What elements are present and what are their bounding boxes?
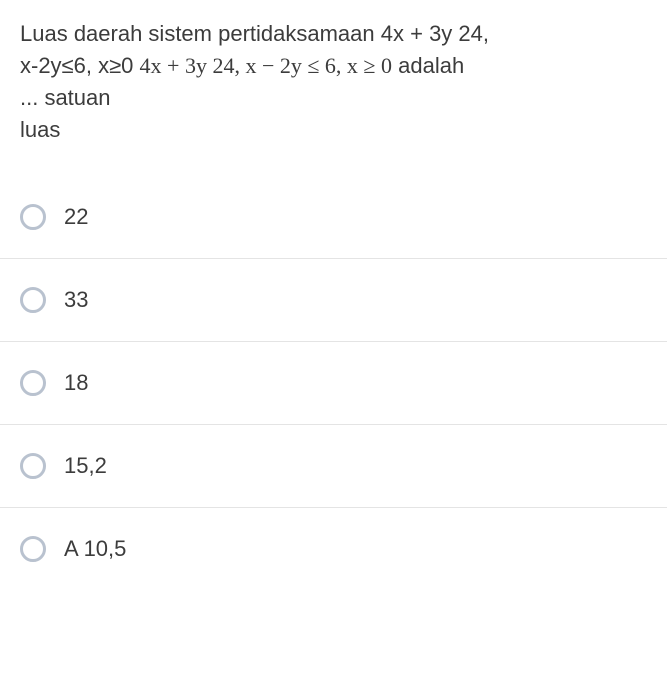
radio-icon[interactable] bbox=[20, 370, 46, 396]
question-line2b: adalah bbox=[392, 53, 464, 78]
option-label: 15,2 bbox=[64, 453, 107, 479]
question-line1: Luas daerah sistem pertidaksamaan 4x + 3… bbox=[20, 21, 489, 46]
radio-icon[interactable] bbox=[20, 453, 46, 479]
option-row[interactable]: 22 bbox=[0, 194, 667, 258]
radio-icon[interactable] bbox=[20, 204, 46, 230]
option-label: 33 bbox=[64, 287, 88, 313]
question-line3: ... satuan bbox=[20, 85, 111, 110]
options-list: 22 33 18 15,2 A 10,5 bbox=[0, 194, 667, 590]
question-text: Luas daerah sistem pertidaksamaan 4x + 3… bbox=[20, 18, 647, 146]
question-line2-math: 4x + 3y 24, x − 2y ≤ 6, x ≥ 0 bbox=[140, 53, 392, 78]
option-row[interactable]: 33 bbox=[0, 258, 667, 341]
option-label: A 10,5 bbox=[64, 536, 126, 562]
question-block: Luas daerah sistem pertidaksamaan 4x + 3… bbox=[0, 0, 667, 166]
option-label: 18 bbox=[64, 370, 88, 396]
radio-icon[interactable] bbox=[20, 536, 46, 562]
option-row[interactable]: 18 bbox=[0, 341, 667, 424]
option-label: 22 bbox=[64, 204, 88, 230]
radio-icon[interactable] bbox=[20, 287, 46, 313]
question-line2a: x-2y≤6, x≥0 bbox=[20, 53, 140, 78]
option-row[interactable]: 15,2 bbox=[0, 424, 667, 507]
option-row[interactable]: A 10,5 bbox=[0, 507, 667, 590]
question-line4: luas bbox=[20, 117, 60, 142]
